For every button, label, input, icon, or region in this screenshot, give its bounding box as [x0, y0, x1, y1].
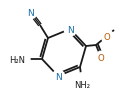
Text: N: N	[67, 26, 73, 35]
Text: O: O	[98, 53, 104, 63]
Text: N: N	[27, 9, 33, 18]
Text: NH₂: NH₂	[74, 81, 90, 90]
Text: N: N	[55, 73, 61, 81]
Text: O: O	[104, 33, 110, 42]
Text: H₂N: H₂N	[9, 56, 25, 64]
